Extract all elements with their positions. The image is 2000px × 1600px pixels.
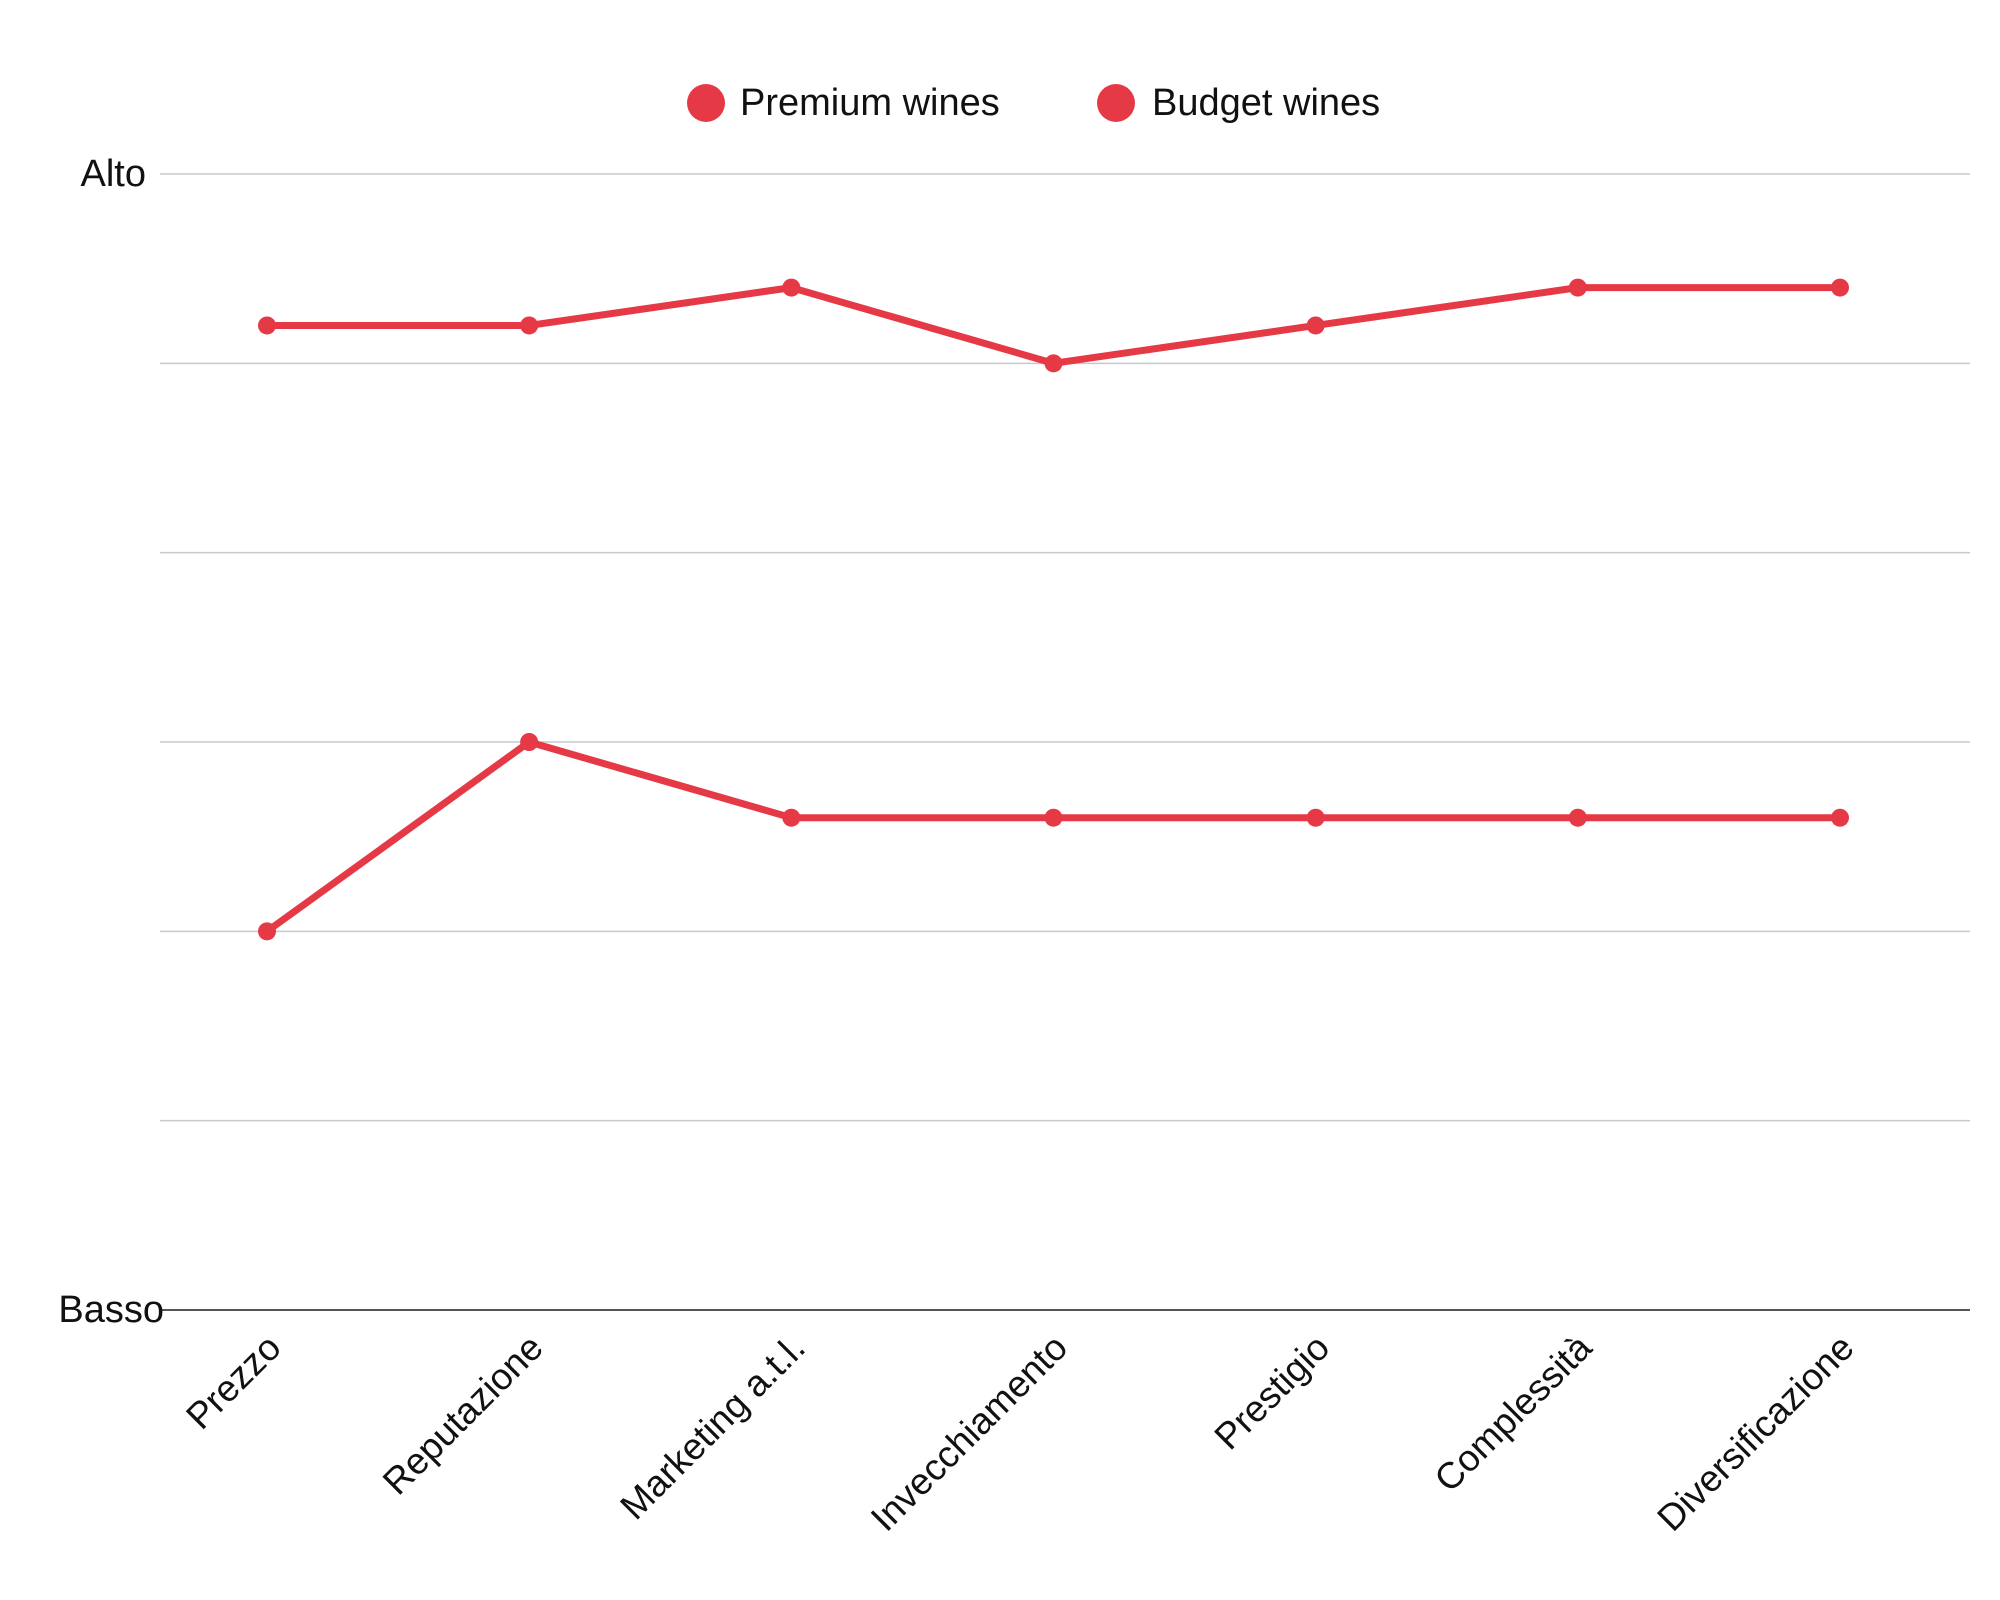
legend-marker [1097,84,1135,122]
x-tick-label: Complessità [1427,1326,1600,1499]
data-point [782,808,801,827]
x-tick-label: Diversificazione [1649,1327,1861,1539]
data-point [520,733,539,751]
data-point [520,316,539,335]
x-tick-label: Prestigio [1207,1327,1338,1458]
series-line [263,284,1844,367]
data-point [258,922,276,941]
gridlines [160,173,1970,1311]
series-line [263,738,1844,935]
data-point [1306,808,1325,827]
series-budget-wines [258,733,1849,941]
data-point [782,278,801,297]
series-premium-wines [258,278,1849,373]
x-tick-label: Reputazione [375,1327,551,1503]
series-layer [258,278,1849,941]
data-point [258,316,276,335]
legend: Premium wines Budget wines [687,82,1380,124]
x-axis-ticks: Prezzo Reputazione Marketing a.t.l. Invecch… [178,1326,1861,1539]
data-point [1831,808,1849,827]
y-tick-label-top: Alto [81,153,146,195]
x-tick-label: Marketing a.t.l. [612,1327,813,1528]
y-axis-ticks: Alto Basso [58,153,164,1331]
x-tick-label: Prezzo [178,1327,288,1437]
legend-marker [687,84,725,122]
data-point [1568,808,1587,827]
data-point [1044,354,1063,373]
legend-label: Budget wines [1152,82,1380,124]
x-tick-label: Invecchiamento [863,1327,1075,1539]
y-tick-label-bottom: Basso [58,1289,164,1331]
data-point [1568,278,1587,297]
data-point [1044,808,1063,827]
legend-label: Premium wines [740,82,1000,124]
data-point [1306,316,1325,335]
data-point [1831,278,1849,297]
